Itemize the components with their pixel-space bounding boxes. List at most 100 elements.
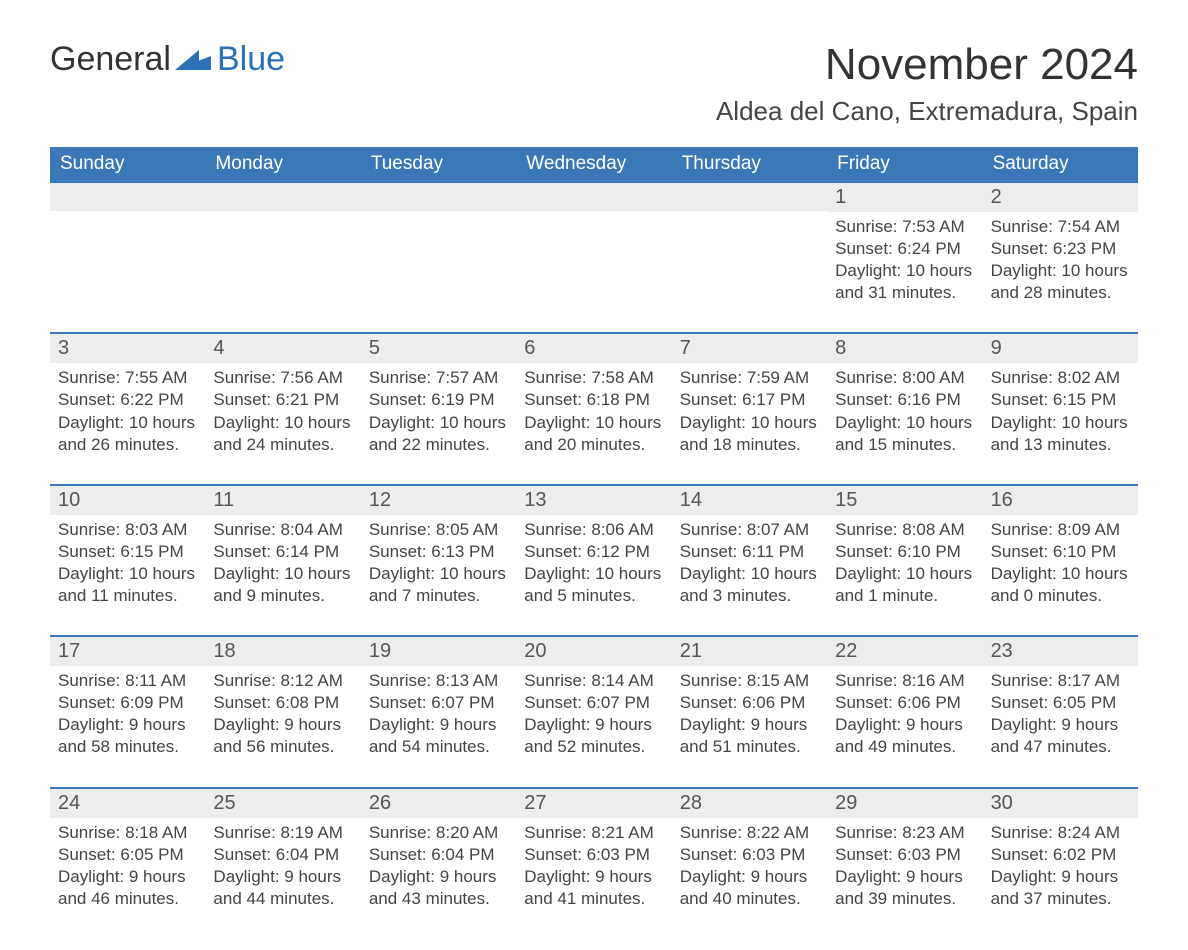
day-sunrise: Sunrise: 8:05 AM (369, 519, 508, 541)
day-cell: 2Sunrise: 7:54 AMSunset: 6:23 PMDaylight… (983, 181, 1138, 304)
logo-shape-icon (175, 40, 211, 60)
day-number: 1 (827, 181, 982, 212)
day-body: Sunrise: 7:58 AMSunset: 6:18 PMDaylight:… (516, 363, 671, 455)
day-dl2: and 1 minute. (835, 585, 974, 607)
day-cell: 17Sunrise: 8:11 AMSunset: 6:09 PMDayligh… (50, 635, 205, 758)
day-sunset: Sunset: 6:06 PM (680, 692, 819, 714)
day-body: Sunrise: 8:12 AMSunset: 6:08 PMDaylight:… (205, 666, 360, 758)
day-dl2: and 3 minutes. (680, 585, 819, 607)
dow-saturday: Saturday (983, 147, 1138, 181)
day-sunset: Sunset: 6:18 PM (524, 389, 663, 411)
day-cell: 3Sunrise: 7:55 AMSunset: 6:22 PMDaylight… (50, 332, 205, 455)
day-dl2: and 37 minutes. (991, 888, 1130, 910)
logo-blue: Blue (217, 40, 285, 79)
day-sunset: Sunset: 6:10 PM (835, 541, 974, 563)
day-cell: 14Sunrise: 8:07 AMSunset: 6:11 PMDayligh… (672, 484, 827, 607)
day-sunset: Sunset: 6:04 PM (369, 844, 508, 866)
day-number: 27 (516, 787, 671, 818)
day-body: Sunrise: 8:09 AMSunset: 6:10 PMDaylight:… (983, 515, 1138, 607)
day-dl2: and 20 minutes. (524, 434, 663, 456)
day-body: Sunrise: 8:24 AMSunset: 6:02 PMDaylight:… (983, 818, 1138, 910)
day-cell (361, 181, 516, 304)
day-body: Sunrise: 8:15 AMSunset: 6:06 PMDaylight:… (672, 666, 827, 758)
day-body: Sunrise: 8:06 AMSunset: 6:12 PMDaylight:… (516, 515, 671, 607)
day-sunset: Sunset: 6:24 PM (835, 238, 974, 260)
day-dl1: Daylight: 10 hours (369, 412, 508, 434)
week-row: 3Sunrise: 7:55 AMSunset: 6:22 PMDaylight… (50, 332, 1138, 455)
day-number: 30 (983, 787, 1138, 818)
day-sunset: Sunset: 6:05 PM (991, 692, 1130, 714)
day-body: Sunrise: 8:19 AMSunset: 6:04 PMDaylight:… (205, 818, 360, 910)
title-block: November 2024 Aldea del Cano, Extremadur… (716, 40, 1138, 127)
day-dl2: and 26 minutes. (58, 434, 197, 456)
logo-general: General (50, 40, 171, 79)
day-dl1: Daylight: 9 hours (680, 866, 819, 888)
day-number (50, 181, 205, 211)
days-of-week-header: SundayMondayTuesdayWednesdayThursdayFrid… (50, 147, 1138, 181)
day-dl1: Daylight: 9 hours (524, 866, 663, 888)
day-cell: 13Sunrise: 8:06 AMSunset: 6:12 PMDayligh… (516, 484, 671, 607)
day-body: Sunrise: 8:02 AMSunset: 6:15 PMDaylight:… (983, 363, 1138, 455)
day-sunrise: Sunrise: 8:22 AM (680, 822, 819, 844)
day-sunset: Sunset: 6:05 PM (58, 844, 197, 866)
day-number: 4 (205, 332, 360, 363)
day-sunset: Sunset: 6:15 PM (58, 541, 197, 563)
day-sunset: Sunset: 6:06 PM (835, 692, 974, 714)
day-cell: 25Sunrise: 8:19 AMSunset: 6:04 PMDayligh… (205, 787, 360, 910)
day-cell: 29Sunrise: 8:23 AMSunset: 6:03 PMDayligh… (827, 787, 982, 910)
day-body: Sunrise: 8:00 AMSunset: 6:16 PMDaylight:… (827, 363, 982, 455)
day-dl1: Daylight: 9 hours (991, 866, 1130, 888)
day-dl1: Daylight: 9 hours (213, 714, 352, 736)
day-number: 6 (516, 332, 671, 363)
location: Aldea del Cano, Extremadura, Spain (716, 96, 1138, 127)
day-sunset: Sunset: 6:04 PM (213, 844, 352, 866)
dow-wednesday: Wednesday (516, 147, 671, 181)
day-number: 29 (827, 787, 982, 818)
day-sunrise: Sunrise: 8:02 AM (991, 367, 1130, 389)
day-cell: 30Sunrise: 8:24 AMSunset: 6:02 PMDayligh… (983, 787, 1138, 910)
day-cell: 20Sunrise: 8:14 AMSunset: 6:07 PMDayligh… (516, 635, 671, 758)
day-dl2: and 47 minutes. (991, 736, 1130, 758)
day-cell: 5Sunrise: 7:57 AMSunset: 6:19 PMDaylight… (361, 332, 516, 455)
day-dl2: and 58 minutes. (58, 736, 197, 758)
day-sunrise: Sunrise: 7:57 AM (369, 367, 508, 389)
day-cell: 22Sunrise: 8:16 AMSunset: 6:06 PMDayligh… (827, 635, 982, 758)
day-sunset: Sunset: 6:07 PM (369, 692, 508, 714)
week-row: 17Sunrise: 8:11 AMSunset: 6:09 PMDayligh… (50, 635, 1138, 758)
day-sunrise: Sunrise: 8:19 AM (213, 822, 352, 844)
day-body: Sunrise: 8:07 AMSunset: 6:11 PMDaylight:… (672, 515, 827, 607)
day-number: 17 (50, 635, 205, 666)
day-number: 3 (50, 332, 205, 363)
day-sunrise: Sunrise: 8:21 AM (524, 822, 663, 844)
day-dl2: and 15 minutes. (835, 434, 974, 456)
dow-sunday: Sunday (50, 147, 205, 181)
dow-monday: Monday (205, 147, 360, 181)
day-dl2: and 28 minutes. (991, 282, 1130, 304)
month-title: November 2024 (716, 40, 1138, 90)
day-dl1: Daylight: 10 hours (991, 260, 1130, 282)
day-body: Sunrise: 7:57 AMSunset: 6:19 PMDaylight:… (361, 363, 516, 455)
logo: General Blue (50, 40, 285, 79)
day-body: Sunrise: 8:04 AMSunset: 6:14 PMDaylight:… (205, 515, 360, 607)
day-number: 12 (361, 484, 516, 515)
day-sunset: Sunset: 6:07 PM (524, 692, 663, 714)
day-sunrise: Sunrise: 8:03 AM (58, 519, 197, 541)
day-number: 11 (205, 484, 360, 515)
calendar: SundayMondayTuesdayWednesdayThursdayFrid… (50, 147, 1138, 910)
day-cell: 16Sunrise: 8:09 AMSunset: 6:10 PMDayligh… (983, 484, 1138, 607)
day-dl1: Daylight: 9 hours (835, 866, 974, 888)
day-sunrise: Sunrise: 7:54 AM (991, 216, 1130, 238)
day-body: Sunrise: 8:05 AMSunset: 6:13 PMDaylight:… (361, 515, 516, 607)
day-number (205, 181, 360, 211)
day-dl1: Daylight: 9 hours (58, 866, 197, 888)
day-cell (516, 181, 671, 304)
day-cell: 18Sunrise: 8:12 AMSunset: 6:08 PMDayligh… (205, 635, 360, 758)
day-dl1: Daylight: 10 hours (213, 563, 352, 585)
day-dl2: and 54 minutes. (369, 736, 508, 758)
day-sunrise: Sunrise: 8:07 AM (680, 519, 819, 541)
day-dl2: and 9 minutes. (213, 585, 352, 607)
day-dl2: and 49 minutes. (835, 736, 974, 758)
day-number: 8 (827, 332, 982, 363)
dow-friday: Friday (827, 147, 982, 181)
day-sunset: Sunset: 6:13 PM (369, 541, 508, 563)
